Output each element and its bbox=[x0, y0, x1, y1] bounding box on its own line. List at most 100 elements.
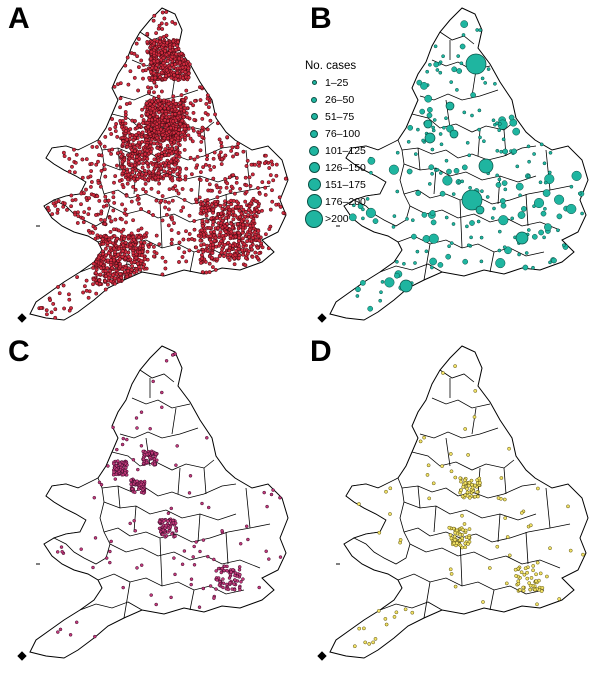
case-marker bbox=[200, 270, 205, 275]
case-marker bbox=[198, 211, 203, 216]
legend-label: 176–200 bbox=[325, 195, 366, 208]
case-marker bbox=[429, 257, 437, 266]
case-marker bbox=[169, 151, 174, 156]
case-marker bbox=[257, 251, 262, 256]
case-marker bbox=[192, 157, 197, 162]
case-marker bbox=[123, 110, 128, 114]
case-marker bbox=[205, 127, 210, 132]
case-marker bbox=[227, 248, 232, 253]
case-marker bbox=[140, 139, 144, 144]
case-marker bbox=[141, 62, 146, 67]
case-marker bbox=[475, 490, 480, 494]
case-marker bbox=[152, 141, 156, 146]
case-marker bbox=[148, 455, 152, 460]
case-marker bbox=[213, 112, 218, 117]
case-marker bbox=[164, 359, 169, 363]
case-marker bbox=[80, 157, 85, 162]
case-marker bbox=[145, 452, 149, 457]
case-marker bbox=[237, 565, 242, 569]
case-marker bbox=[125, 437, 129, 442]
case-marker bbox=[147, 170, 152, 175]
region-border bbox=[433, 505, 437, 533]
case-marker bbox=[367, 642, 372, 646]
case-marker bbox=[215, 257, 220, 262]
case-marker bbox=[229, 184, 234, 189]
case-marker bbox=[466, 483, 471, 488]
case-marker bbox=[170, 198, 175, 203]
case-marker bbox=[102, 144, 107, 149]
case-marker bbox=[221, 577, 225, 581]
case-marker bbox=[201, 586, 206, 591]
case-marker bbox=[373, 637, 378, 641]
case-marker bbox=[521, 588, 526, 593]
case-marker bbox=[90, 230, 95, 235]
case-marker bbox=[211, 207, 216, 212]
case-marker bbox=[439, 142, 444, 147]
case-marker bbox=[142, 168, 147, 173]
case-marker bbox=[171, 521, 176, 525]
case-marker bbox=[208, 584, 213, 588]
case-marker bbox=[120, 249, 125, 254]
case-marker bbox=[557, 597, 562, 601]
case-marker bbox=[477, 476, 482, 481]
case-marker bbox=[106, 464, 110, 468]
case-marker bbox=[410, 610, 415, 615]
case-marker bbox=[145, 249, 150, 254]
case-marker bbox=[116, 252, 121, 257]
case-marker bbox=[466, 453, 470, 457]
case-marker bbox=[127, 156, 132, 161]
case-marker bbox=[48, 298, 53, 303]
case-marker bbox=[231, 207, 235, 212]
case-marker bbox=[490, 216, 495, 220]
case-marker bbox=[123, 116, 128, 121]
case-marker bbox=[120, 165, 125, 170]
case-marker bbox=[194, 540, 198, 544]
case-marker bbox=[151, 169, 156, 174]
legend-item: >200 bbox=[305, 209, 375, 228]
case-marker bbox=[124, 193, 129, 198]
case-marker bbox=[120, 119, 125, 123]
case-marker bbox=[154, 121, 159, 126]
case-marker bbox=[106, 251, 111, 256]
case-marker bbox=[480, 76, 485, 81]
case-marker bbox=[145, 148, 150, 153]
case-marker bbox=[154, 198, 159, 203]
case-marker bbox=[137, 250, 142, 255]
case-marker bbox=[118, 462, 122, 467]
case-marker bbox=[241, 577, 245, 581]
region-border bbox=[133, 505, 137, 533]
case-marker bbox=[189, 187, 194, 192]
case-marker bbox=[161, 528, 165, 533]
case-marker bbox=[219, 140, 224, 145]
case-marker bbox=[244, 164, 249, 168]
case-marker bbox=[460, 20, 469, 28]
case-marker bbox=[137, 156, 142, 161]
case-marker bbox=[96, 159, 100, 164]
case-marker bbox=[240, 236, 245, 241]
case-marker bbox=[123, 265, 128, 270]
case-marker bbox=[269, 492, 274, 497]
case-marker bbox=[145, 156, 150, 161]
case-marker bbox=[189, 582, 193, 587]
case-marker bbox=[211, 245, 216, 250]
case-marker bbox=[538, 571, 543, 576]
case-marker bbox=[269, 159, 274, 164]
case-marker bbox=[254, 207, 259, 212]
case-marker bbox=[534, 579, 538, 584]
case-marker bbox=[171, 186, 176, 191]
case-marker bbox=[531, 265, 535, 270]
case-marker bbox=[221, 236, 226, 241]
case-marker bbox=[281, 211, 286, 215]
case-marker bbox=[448, 452, 453, 456]
case-marker bbox=[380, 280, 385, 284]
case-marker bbox=[98, 184, 103, 189]
case-marker bbox=[103, 199, 108, 203]
case-marker bbox=[142, 240, 147, 245]
case-marker bbox=[116, 277, 121, 282]
case-marker bbox=[201, 249, 206, 254]
case-marker bbox=[169, 241, 174, 246]
case-marker bbox=[207, 270, 212, 275]
case-marker bbox=[205, 153, 210, 158]
case-marker bbox=[139, 114, 144, 118]
case-marker bbox=[239, 211, 244, 216]
